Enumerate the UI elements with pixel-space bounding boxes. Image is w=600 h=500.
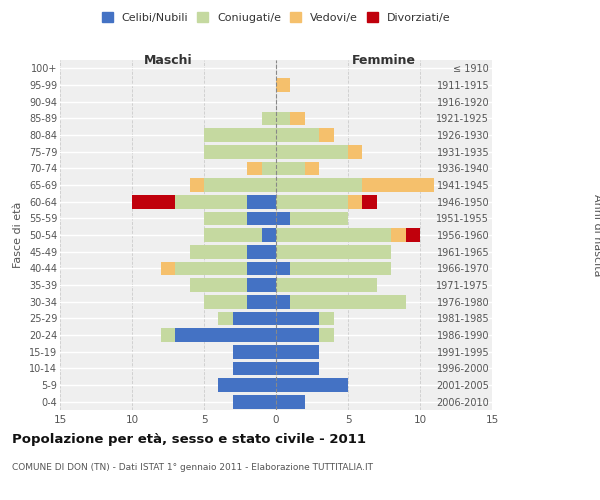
Bar: [348, 145, 362, 158]
Bar: [276, 362, 319, 375]
Bar: [276, 228, 391, 242]
Bar: [247, 262, 276, 275]
Bar: [276, 312, 319, 325]
Bar: [247, 245, 276, 258]
Bar: [276, 262, 290, 275]
Bar: [276, 145, 348, 158]
Text: Popolazione per età, sesso e stato civile - 2011: Popolazione per età, sesso e stato civil…: [12, 432, 366, 446]
Legend: Celibi/Nubili, Coniugati/e, Vedovi/e, Divorziati/e: Celibi/Nubili, Coniugati/e, Vedovi/e, Di…: [97, 8, 455, 28]
Bar: [204, 178, 276, 192]
Bar: [204, 145, 276, 158]
Bar: [319, 328, 334, 342]
Bar: [319, 312, 334, 325]
Bar: [175, 195, 247, 208]
Bar: [290, 112, 305, 125]
Bar: [218, 378, 276, 392]
Bar: [204, 228, 262, 242]
Bar: [161, 328, 175, 342]
Bar: [276, 112, 290, 125]
Bar: [233, 395, 276, 408]
Bar: [276, 212, 290, 225]
Bar: [290, 262, 391, 275]
Bar: [262, 228, 276, 242]
Bar: [276, 195, 348, 208]
Bar: [190, 178, 204, 192]
Bar: [233, 345, 276, 358]
Bar: [406, 228, 420, 242]
Bar: [262, 162, 276, 175]
Bar: [276, 128, 319, 142]
Bar: [276, 162, 305, 175]
Bar: [391, 228, 406, 242]
Bar: [247, 212, 276, 225]
Bar: [305, 162, 319, 175]
Bar: [276, 395, 305, 408]
Bar: [161, 262, 175, 275]
Bar: [218, 312, 233, 325]
Bar: [233, 362, 276, 375]
Bar: [276, 178, 362, 192]
Bar: [175, 262, 247, 275]
Bar: [290, 295, 406, 308]
Bar: [204, 212, 247, 225]
Text: Anni di nascita: Anni di nascita: [592, 194, 600, 276]
Text: Femmine: Femmine: [352, 54, 416, 68]
Bar: [319, 128, 334, 142]
Bar: [276, 278, 377, 292]
Bar: [190, 278, 247, 292]
Bar: [247, 295, 276, 308]
Bar: [276, 378, 348, 392]
Bar: [276, 78, 290, 92]
Bar: [204, 128, 276, 142]
Bar: [276, 295, 290, 308]
Bar: [175, 328, 276, 342]
Bar: [276, 345, 319, 358]
Bar: [276, 328, 319, 342]
Bar: [362, 178, 434, 192]
Bar: [247, 278, 276, 292]
Bar: [190, 245, 247, 258]
Bar: [247, 162, 262, 175]
Bar: [204, 295, 247, 308]
Bar: [132, 195, 175, 208]
Bar: [290, 212, 348, 225]
Bar: [247, 195, 276, 208]
Bar: [233, 312, 276, 325]
Y-axis label: Fasce di età: Fasce di età: [13, 202, 23, 268]
Bar: [276, 245, 391, 258]
Bar: [362, 195, 377, 208]
Text: Maschi: Maschi: [143, 54, 193, 68]
Bar: [262, 112, 276, 125]
Bar: [348, 195, 362, 208]
Text: COMUNE DI DON (TN) - Dati ISTAT 1° gennaio 2011 - Elaborazione TUTTITALIA.IT: COMUNE DI DON (TN) - Dati ISTAT 1° genna…: [12, 462, 373, 471]
